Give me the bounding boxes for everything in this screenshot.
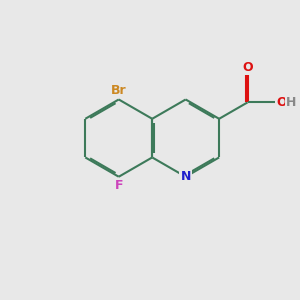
Text: O: O <box>242 61 253 74</box>
Text: Br: Br <box>111 84 127 97</box>
Text: F: F <box>115 179 123 192</box>
Text: O: O <box>277 96 287 109</box>
Text: H: H <box>286 96 296 109</box>
Text: N: N <box>181 170 191 183</box>
